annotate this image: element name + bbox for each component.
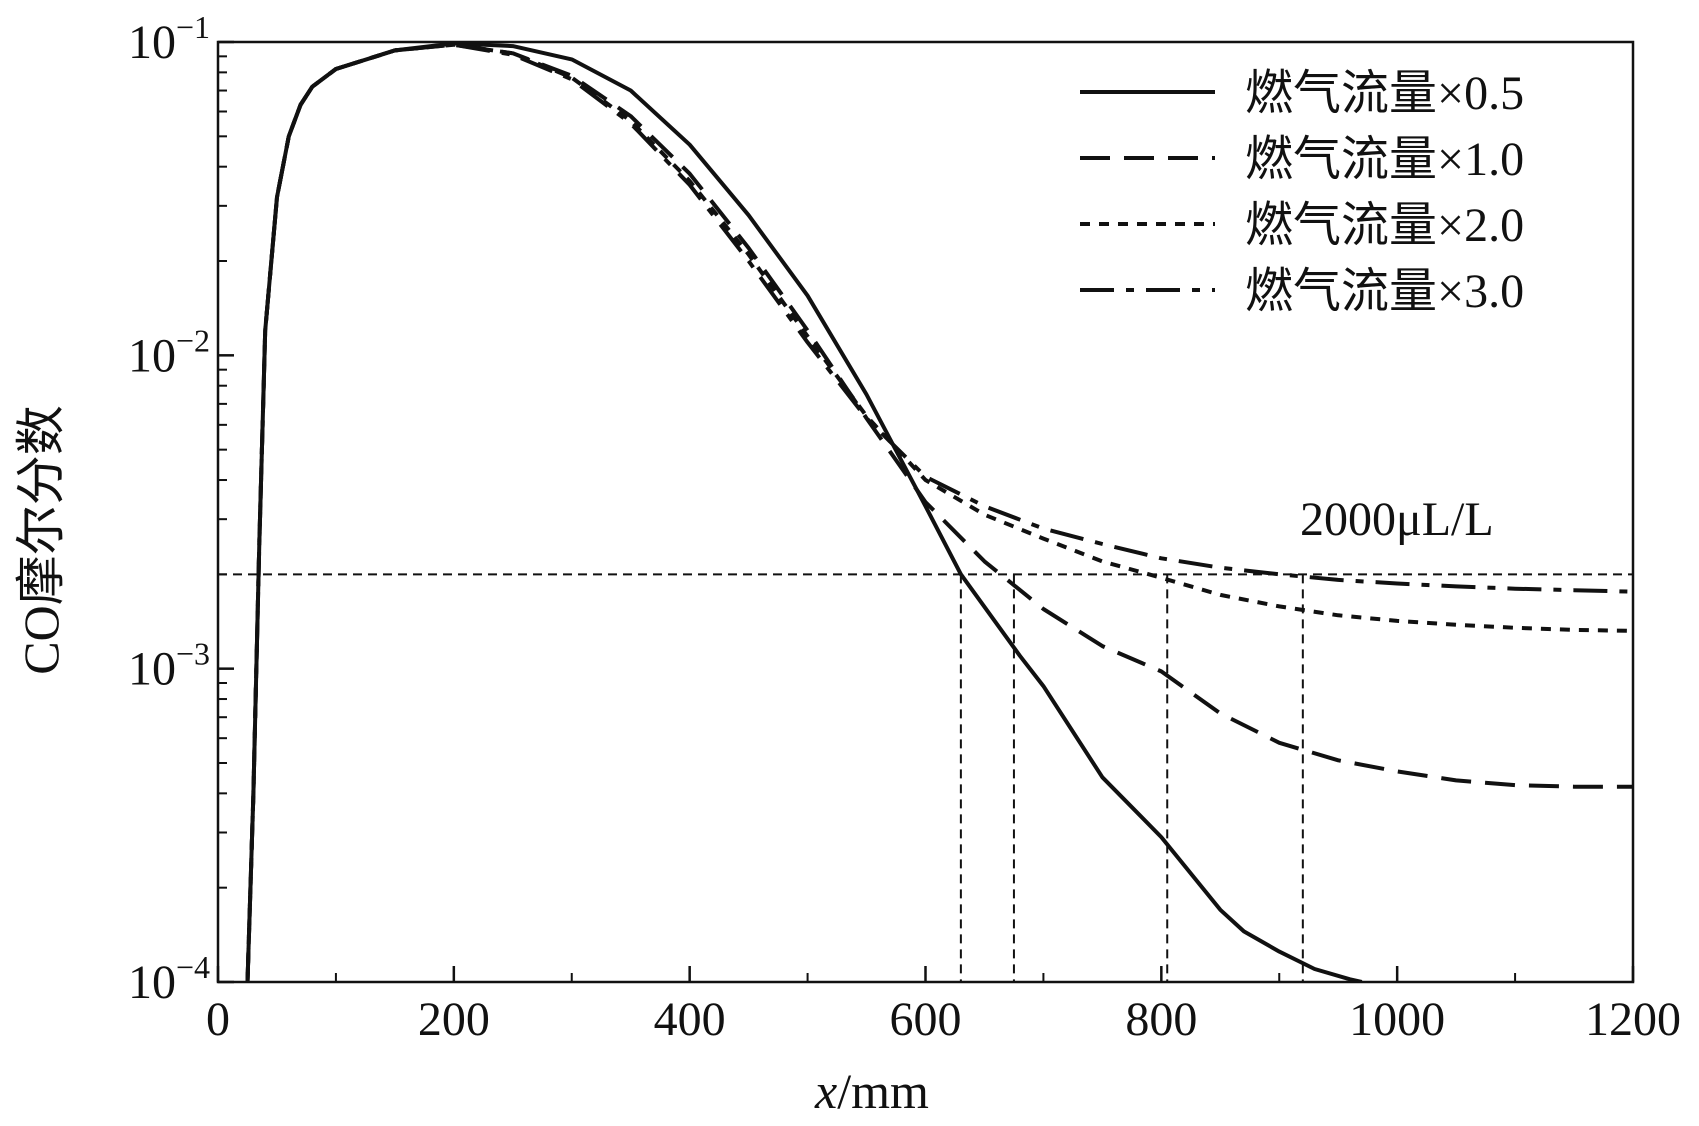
x-tick-label-400: 400 — [654, 993, 726, 1046]
tick-labels: 0 200 400 600 800 1000 1200 10−1 10−2 10−3 10−4 — [128, 9, 1681, 1046]
x-tick-label-600: 600 — [890, 993, 962, 1046]
series-line-1 — [245, 42, 1363, 982]
series-line-3 — [245, 42, 1633, 982]
legend-label-4: 燃气流量×3.0 — [1245, 265, 1524, 318]
x-tick-label-0: 0 — [206, 993, 230, 1046]
legend-label-2: 燃气流量×1.0 — [1245, 133, 1524, 186]
series-line-2 — [245, 42, 1633, 982]
x-tick-label-1200: 1200 — [1585, 993, 1681, 1046]
legend-label-1: 燃气流量×0.5 — [1245, 67, 1524, 120]
x-tick-label-1000: 1000 — [1349, 993, 1445, 1046]
reference-lines — [218, 573, 1633, 982]
y-tick-label-4: 10−4 — [128, 949, 210, 1009]
axis-ticks — [216, 40, 1635, 984]
x-tick-label-200: 200 — [418, 993, 490, 1046]
y-tick-label-3: 10−3 — [128, 636, 210, 696]
y-tick-label-1: 10−1 — [128, 9, 210, 69]
legend-label-3: 燃气流量×2.0 — [1245, 199, 1524, 252]
x-axis-label: x/mm — [814, 1063, 929, 1119]
plot-lines — [245, 42, 1633, 982]
x-tick-label-800: 800 — [1125, 993, 1197, 1046]
series-line-4 — [245, 42, 1633, 982]
x-axis-unit: /mm — [837, 1063, 929, 1119]
y-tick-label-2: 10−2 — [128, 322, 210, 382]
y-axis-label: CO摩尔分数 — [13, 405, 69, 674]
reference-line-label: 2000μL/L — [1300, 493, 1494, 546]
legend: 燃气流量×0.5 燃气流量×1.0 燃气流量×2.0 燃气流量×3.0 — [1080, 67, 1524, 318]
x-axis-var: x — [814, 1063, 837, 1119]
